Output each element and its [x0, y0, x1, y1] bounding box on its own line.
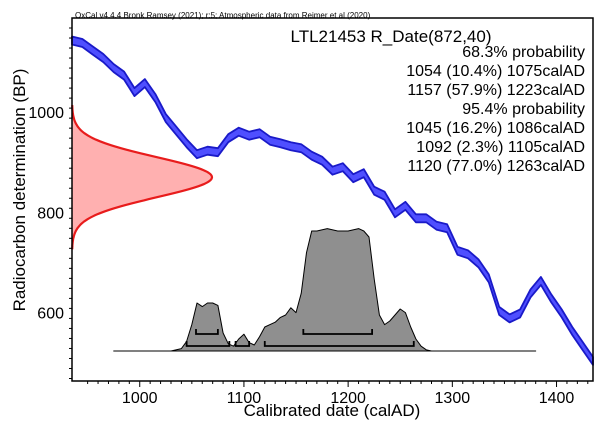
- range-bar-95: [234, 341, 251, 347]
- y-tick-label: 1000: [28, 105, 64, 122]
- probability-annotation: 1045 (16.2%) 1086calAD: [406, 120, 585, 137]
- radiocarbon-outline: [71, 104, 214, 250]
- probability-annotation: 95.4% probability: [462, 101, 585, 118]
- radiocarbon-area: [72, 105, 212, 250]
- probability-annotations: 68.3% probability 1054 (10.4%) 1075calAD 1…: [406, 44, 585, 175]
- x-axis-label: Calibrated date (calAD): [244, 401, 421, 420]
- probability-annotation: 68.3% probability: [462, 44, 585, 61]
- probability-range-bars: [185, 329, 415, 347]
- x-tick-label: 1200: [330, 390, 366, 407]
- x-tick-label: 1000: [122, 390, 158, 407]
- posterior-area: [113, 228, 537, 352]
- x-tick-label: 1100: [227, 390, 262, 407]
- radiocarbon-distribution: [71, 104, 214, 250]
- posterior-distribution: [113, 228, 537, 352]
- probability-annotation: 1157 (57.9%) 1223calAD: [407, 82, 585, 99]
- x-tick-label: 1300: [435, 390, 471, 407]
- probability-annotation: 1120 (77.0%) 1263calAD: [407, 158, 585, 175]
- range-bar-95: [185, 341, 231, 347]
- y-axis-label: Radiocarbon determination (BP): [10, 69, 29, 312]
- x-axis: 1000 1100 1200 1300 1400: [87, 381, 589, 407]
- chart-title: LTL21453 R_Date(872,40): [291, 27, 492, 46]
- plot-frame: [71, 17, 594, 382]
- y-tick-label: 800: [37, 205, 64, 222]
- range-bar-68: [195, 329, 219, 335]
- probability-annotation: 1054 (10.4%) 1075calAD: [406, 63, 585, 80]
- range-bar-68: [302, 329, 373, 335]
- probability-annotation: 1092 (2.3%) 1105calAD: [416, 139, 585, 156]
- y-tick-label: 600: [37, 305, 64, 322]
- y-axis: 600 800 1000: [28, 27, 72, 379]
- range-bar-95: [263, 341, 415, 347]
- software-credit: OxCal v4.4.4 Bronk Ramsey (2021); r:5; A…: [75, 11, 371, 20]
- x-tick-label: 1400: [539, 390, 575, 407]
